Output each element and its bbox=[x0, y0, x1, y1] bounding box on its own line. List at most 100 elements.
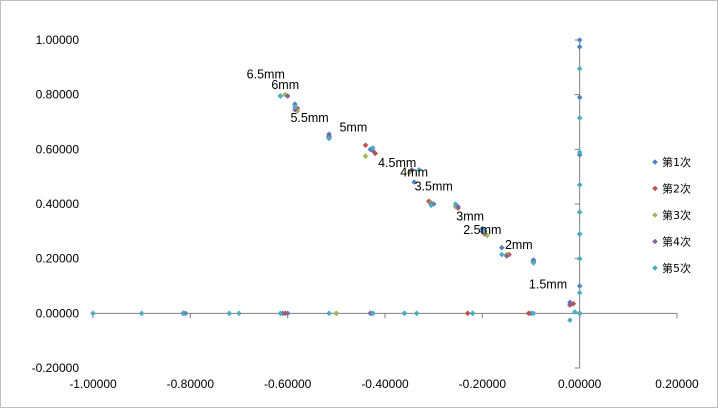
x-tick-label: 0.20000 bbox=[655, 377, 699, 391]
data-point bbox=[464, 310, 471, 317]
data-point bbox=[576, 310, 583, 317]
x-tick-label: 0.00000 bbox=[558, 377, 602, 391]
data-point bbox=[576, 182, 583, 188]
data-point bbox=[411, 179, 417, 185]
data-point bbox=[284, 93, 291, 99]
data-point bbox=[406, 169, 413, 176]
legend-item: 第1次 bbox=[652, 155, 691, 169]
legend-marker bbox=[652, 238, 658, 245]
y-tick-label: 1.00000 bbox=[36, 33, 80, 47]
data-point bbox=[292, 104, 298, 110]
y-tick-label: 0.00000 bbox=[36, 306, 80, 320]
data-point bbox=[530, 310, 537, 317]
data-point bbox=[90, 310, 96, 317]
data-point bbox=[525, 310, 532, 317]
series-5 bbox=[90, 65, 583, 323]
x-tick-label: -0.40000 bbox=[361, 377, 409, 391]
data-point bbox=[499, 251, 505, 258]
data-point bbox=[370, 310, 376, 317]
data-point bbox=[370, 145, 376, 151]
annotation-label: 5.5mm bbox=[290, 111, 328, 125]
y-tick-label: 0.20000 bbox=[36, 252, 80, 266]
data-point bbox=[326, 135, 332, 142]
data-point bbox=[408, 167, 415, 173]
data-point bbox=[326, 310, 332, 317]
data-points bbox=[90, 37, 583, 323]
legend-item: 第4次 bbox=[652, 235, 691, 249]
data-point bbox=[576, 283, 583, 289]
data-point bbox=[576, 149, 583, 155]
x-tick-label: -0.80000 bbox=[167, 377, 215, 391]
legend-item: 第3次 bbox=[652, 208, 691, 222]
x-tick-label: -0.20000 bbox=[459, 377, 507, 391]
data-point bbox=[277, 93, 284, 99]
y-axis-ticks: -0.20000 0.00000 0.20000 0.40000 0.60000 0.80… bbox=[32, 33, 580, 375]
annotation-label: 2.5mm bbox=[463, 223, 501, 237]
annotation-label: 5mm bbox=[339, 121, 367, 135]
x-tick-label: -0.60000 bbox=[264, 377, 312, 391]
annotation-label: 3.5mm bbox=[415, 179, 453, 193]
legend-label: 第2次 bbox=[662, 182, 691, 196]
data-point bbox=[484, 232, 490, 239]
annotation-label: 4mm bbox=[400, 166, 428, 180]
data-point bbox=[362, 142, 369, 149]
annotation-label: 3mm bbox=[456, 209, 484, 223]
annotation-label: 4.5mm bbox=[378, 156, 416, 170]
data-point bbox=[576, 115, 583, 121]
series-2 bbox=[180, 91, 583, 317]
y-tick-label: 0.80000 bbox=[36, 88, 80, 102]
data-point bbox=[530, 259, 537, 266]
data-point bbox=[226, 310, 233, 317]
data-point bbox=[413, 310, 420, 317]
data-point bbox=[576, 65, 583, 72]
data-point bbox=[567, 317, 573, 323]
data-point bbox=[576, 209, 583, 215]
data-point bbox=[372, 150, 379, 157]
data-point bbox=[568, 300, 574, 307]
data-point bbox=[367, 146, 374, 153]
legend-label: 第4次 bbox=[662, 235, 691, 249]
data-point bbox=[401, 310, 408, 317]
legend-item: 第2次 bbox=[652, 182, 691, 196]
data-point bbox=[426, 198, 432, 205]
legend-label: 第5次 bbox=[662, 261, 691, 275]
data-point bbox=[416, 167, 422, 173]
axes bbox=[93, 40, 677, 368]
data-point bbox=[236, 310, 242, 317]
data-point bbox=[362, 153, 369, 159]
data-point bbox=[503, 253, 510, 259]
series-1 bbox=[182, 37, 583, 317]
data-point bbox=[499, 244, 505, 251]
annotation-label: 1.5mm bbox=[529, 278, 567, 292]
y-tick-label: 0.60000 bbox=[36, 142, 80, 156]
data-point bbox=[333, 310, 340, 317]
data-point bbox=[180, 310, 186, 317]
legend-label: 第3次 bbox=[662, 208, 691, 222]
data-point bbox=[576, 231, 583, 237]
data-point bbox=[452, 201, 459, 207]
data-point bbox=[576, 44, 583, 50]
data-point bbox=[576, 290, 583, 296]
x-axis-ticks: -1.00000 -0.80000 -0.60000 -0.40000 -0.20000… bbox=[69, 313, 699, 391]
data-point bbox=[572, 309, 578, 315]
data-point bbox=[576, 37, 583, 43]
annotation-label: 6mm bbox=[271, 78, 299, 92]
y-tick-label: 0.40000 bbox=[36, 197, 80, 211]
legend-item: 第5次 bbox=[652, 261, 691, 275]
annotation-label: 6.5mm bbox=[247, 67, 285, 81]
data-point bbox=[481, 228, 488, 235]
series-4 bbox=[180, 93, 574, 317]
data-point bbox=[576, 255, 583, 262]
legend-marker bbox=[652, 185, 658, 192]
annotation-label: 2mm bbox=[505, 238, 533, 252]
legend-marker bbox=[652, 265, 658, 271]
x-tick-label: -1.00000 bbox=[69, 377, 117, 391]
data-point bbox=[138, 310, 145, 317]
data-point bbox=[277, 310, 284, 317]
legend-label: 第1次 bbox=[662, 155, 691, 169]
data-point bbox=[469, 310, 476, 317]
